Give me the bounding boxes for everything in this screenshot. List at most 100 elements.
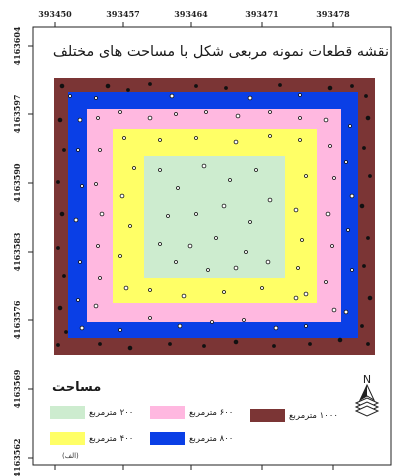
y-tick-label: 4163597 (12, 95, 22, 134)
legend-label-800: ۸۰۰ مترمربع (189, 433, 234, 444)
sample-point (126, 88, 130, 92)
sample-point (202, 344, 206, 348)
sample-point (76, 298, 80, 302)
sample-point (176, 186, 180, 190)
sample-point (300, 238, 304, 242)
sample-point (366, 236, 370, 240)
sample-point (56, 343, 60, 347)
sample-point (105, 83, 111, 89)
sample-point (254, 168, 258, 172)
sample-point (349, 193, 355, 199)
legend-title: مساحت (52, 380, 102, 395)
sample-point (267, 197, 273, 203)
sample-point (148, 82, 152, 86)
sample-point (331, 307, 337, 313)
sample-point (273, 325, 279, 331)
sample-point (148, 288, 152, 292)
sample-point (174, 112, 178, 116)
sample-point (228, 178, 232, 182)
sample-point (132, 166, 136, 170)
y-tick-label: 4163604 (12, 26, 22, 65)
sample-point (268, 134, 272, 138)
legend-label-1000: ۱۰۰۰ مترمربع (289, 410, 338, 421)
sample-point (158, 168, 162, 172)
sample-point (308, 342, 312, 346)
sample-point (296, 266, 300, 270)
plot-200-sqm (144, 156, 285, 278)
sample-point (206, 268, 210, 272)
sample-point (260, 286, 264, 290)
y-tick-label: 4163569 (12, 369, 22, 408)
sample-point (368, 174, 372, 178)
sample-point (56, 180, 60, 184)
sample-point (367, 295, 373, 301)
x-tick-label: 393471 (245, 9, 278, 19)
legend-item-200: ۲۰۰ مترمربع (50, 406, 133, 419)
sample-point (366, 342, 370, 346)
y-tick-label: 4163576 (12, 300, 22, 339)
sample-point (194, 212, 198, 216)
sample-point (247, 95, 253, 101)
sample-point (59, 211, 65, 217)
north-label: N (363, 373, 371, 386)
sample-point (304, 324, 308, 328)
legend-item-800: ۸۰۰ مترمربع (150, 432, 233, 445)
legend-label-400: ۴۰۰ مترمربع (89, 433, 134, 444)
sample-point (94, 96, 98, 100)
sample-point (78, 260, 82, 264)
sample-point (348, 124, 352, 128)
sample-point (360, 324, 364, 328)
sample-point (118, 328, 122, 332)
sample-point (268, 110, 272, 114)
y-tick-label: 4163562 (12, 439, 22, 476)
sample-point (147, 115, 153, 121)
legend-item-600: ۶۰۰ مترمربع (150, 406, 233, 419)
sample-point (177, 323, 183, 329)
legend-label-200: ۲۰۰ مترمربع (89, 407, 134, 418)
sample-point (204, 110, 208, 114)
sample-point (330, 244, 334, 248)
sample-point (298, 138, 302, 142)
sample-point (119, 193, 125, 199)
sample-point (79, 325, 85, 331)
sample-point (201, 163, 207, 169)
legend-label-600: ۶۰۰ مترمربع (189, 407, 234, 418)
sample-point (293, 207, 299, 213)
sample-point (168, 342, 172, 346)
sample-point (235, 113, 241, 119)
sample-point (62, 274, 66, 278)
sample-point (365, 115, 371, 121)
sample-point (181, 293, 187, 299)
sample-point (187, 243, 193, 249)
sample-point (98, 276, 102, 280)
sample-point (64, 330, 68, 334)
sample-point (118, 110, 122, 114)
sample-point (364, 94, 368, 98)
sample-point (242, 318, 246, 322)
y-tick-label: 4163590 (12, 163, 22, 202)
sample-point (224, 86, 228, 90)
sample-point (68, 94, 72, 98)
sample-point (127, 345, 133, 351)
legend-swatch-400 (50, 432, 85, 445)
sample-point (323, 117, 329, 123)
x-tick-label: 393457 (106, 9, 139, 19)
sample-point (210, 320, 214, 324)
sample-point (233, 339, 239, 345)
sample-point (57, 117, 63, 123)
sample-point (94, 182, 98, 186)
sample-point (174, 260, 178, 264)
sample-point (344, 160, 348, 164)
sample-point (169, 93, 175, 99)
sample-point (148, 316, 152, 320)
sample-point (362, 146, 366, 150)
legend-swatch-1000 (250, 409, 285, 422)
sample-point (293, 295, 299, 301)
north-arrow-shade-icon (360, 385, 367, 400)
sample-point (77, 117, 83, 123)
sample-point (128, 224, 132, 228)
sample-point (265, 259, 271, 265)
sample-point (343, 309, 349, 315)
sample-point (96, 244, 100, 248)
